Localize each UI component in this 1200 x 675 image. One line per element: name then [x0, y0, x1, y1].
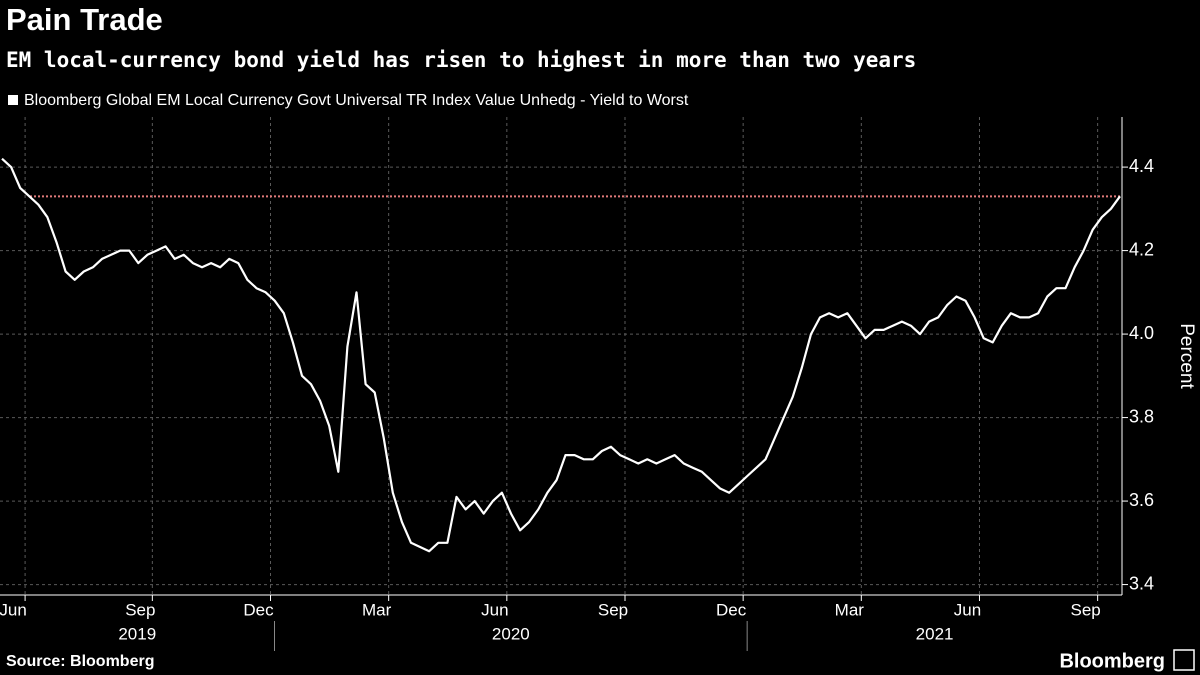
x-tick-label: Dec: [716, 600, 747, 619]
legend-swatch: [8, 95, 18, 105]
x-tick-label: Sep: [125, 600, 155, 619]
y-tick-label: 3.6: [1129, 490, 1154, 510]
year-label: 2020: [492, 624, 530, 643]
chart-title: Pain Trade: [6, 2, 163, 37]
logo-icon: [1173, 649, 1195, 671]
source: Source: Bloomberg: [6, 653, 154, 670]
y-tick-label: 3.4: [1129, 573, 1154, 593]
x-tick-label: Jun: [954, 600, 981, 619]
chart-subtitle: EM local-currency bond yield has risen t…: [6, 48, 916, 72]
x-tick-label: Mar: [835, 600, 865, 619]
y-tick-label: 4.4: [1129, 156, 1154, 176]
y-tick-label: 3.8: [1129, 406, 1154, 426]
year-label: 2021: [916, 624, 954, 643]
y-axis-title: Percent: [1176, 323, 1197, 389]
x-tick-label: Jun: [0, 600, 27, 619]
logo: Bloomberg: [1059, 650, 1165, 672]
x-tick-label: Jun: [481, 600, 508, 619]
y-tick-label: 4.0: [1129, 323, 1154, 343]
series-line: [1, 157, 1121, 553]
year-label: 2019: [118, 624, 156, 643]
x-tick-label: Sep: [598, 600, 628, 619]
y-tick-label: 4.2: [1129, 239, 1154, 259]
x-tick-label: Sep: [1071, 600, 1101, 619]
legend-label: Bloomberg Global EM Local Currency Govt …: [24, 92, 689, 109]
x-tick-label: Mar: [362, 600, 392, 619]
x-tick-label: Dec: [243, 600, 274, 619]
